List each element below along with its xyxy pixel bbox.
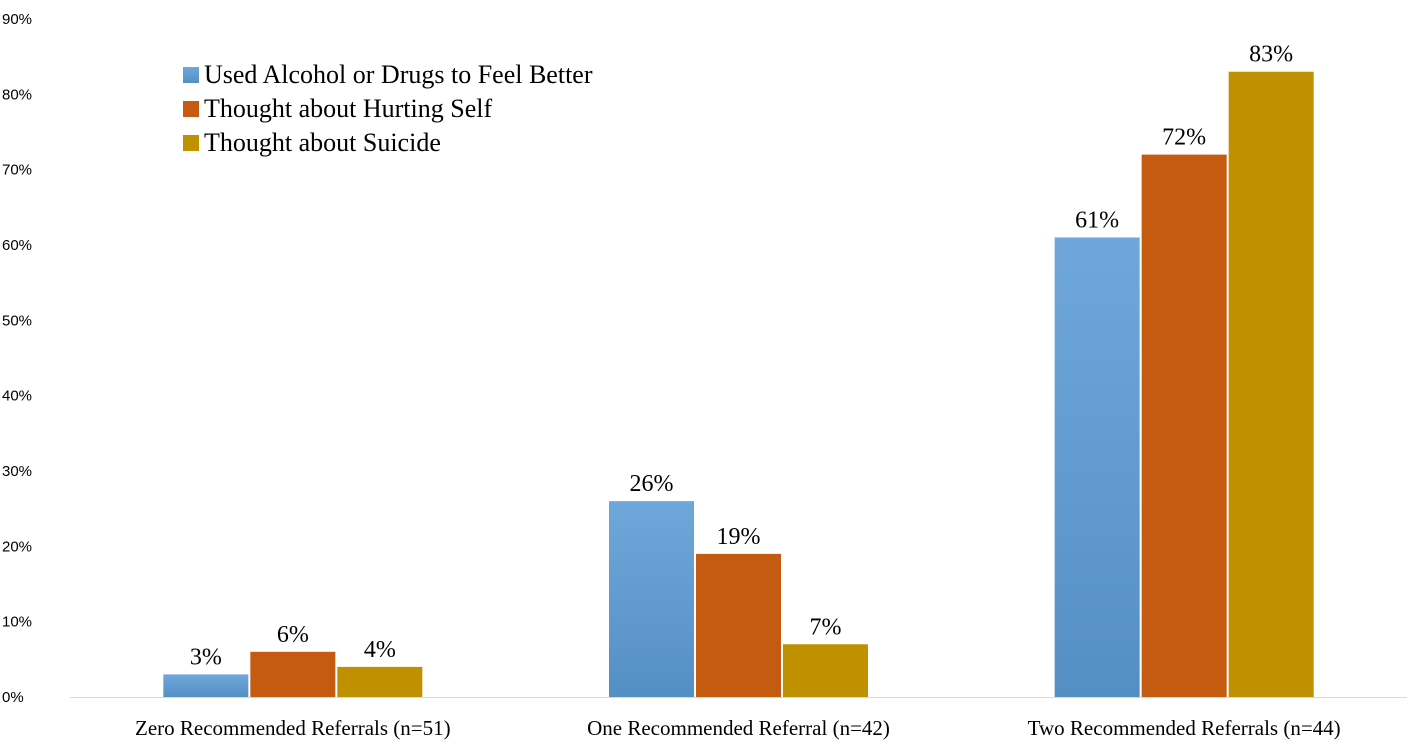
data-label: 4%: [364, 637, 396, 663]
bar: [609, 501, 694, 697]
data-label: 72%: [1162, 125, 1206, 151]
legend-label: Used Alcohol or Drugs to Feel Better: [204, 60, 593, 89]
bar: [163, 674, 249, 697]
bar: [250, 651, 336, 697]
data-label: 19%: [717, 524, 761, 550]
y-tick-label: 90%: [2, 11, 32, 28]
legend-swatch: [183, 135, 199, 151]
x-axis: Zero Recommended Referrals (n=51) One Rec…: [70, 697, 1407, 740]
y-tick-label: 70%: [2, 162, 32, 179]
x-tick-label: Two Recommended Referrals (n=44): [1028, 716, 1341, 740]
data-label: 61%: [1075, 207, 1119, 233]
bar: [337, 666, 423, 697]
x-tick-label: Zero Recommended Referrals (n=51): [135, 716, 451, 740]
y-tick-label: 20%: [2, 538, 32, 555]
y-tick-label: 0%: [2, 689, 24, 706]
legend-label: Thought about Suicide: [204, 128, 441, 157]
y-tick-label: 50%: [2, 312, 32, 329]
data-label: 7%: [810, 614, 842, 640]
y-tick-label: 80%: [2, 86, 32, 103]
bar: [783, 644, 868, 697]
data-label: 83%: [1249, 42, 1293, 68]
data-label: 26%: [630, 471, 674, 497]
y-tick-label: 10%: [2, 614, 32, 631]
bar: [696, 553, 781, 697]
legend-label: Thought about Hurting Self: [204, 94, 492, 123]
y-tick-label: 40%: [2, 388, 32, 405]
legend-swatch: [183, 101, 199, 117]
bar: [1228, 71, 1314, 697]
data-labels: 3% 6% 4% 26% 19% 7% 61% 72% 83%: [190, 42, 1293, 671]
legend: Used Alcohol or Drugs to Feel Better Thou…: [183, 60, 593, 157]
legend-swatch: [183, 67, 199, 83]
y-tick-label: 30%: [2, 463, 32, 480]
bars: [163, 71, 1314, 698]
x-tick-label: One Recommended Referral (n=42): [587, 716, 890, 740]
bar: [1141, 154, 1227, 698]
data-label: 3%: [190, 644, 222, 670]
y-tick-label: 60%: [2, 237, 32, 254]
y-axis: 0% 10% 20% 30% 40% 50% 60% 70% 80% 90%: [2, 11, 32, 706]
data-label: 6%: [277, 622, 309, 648]
bar: [1054, 237, 1140, 697]
